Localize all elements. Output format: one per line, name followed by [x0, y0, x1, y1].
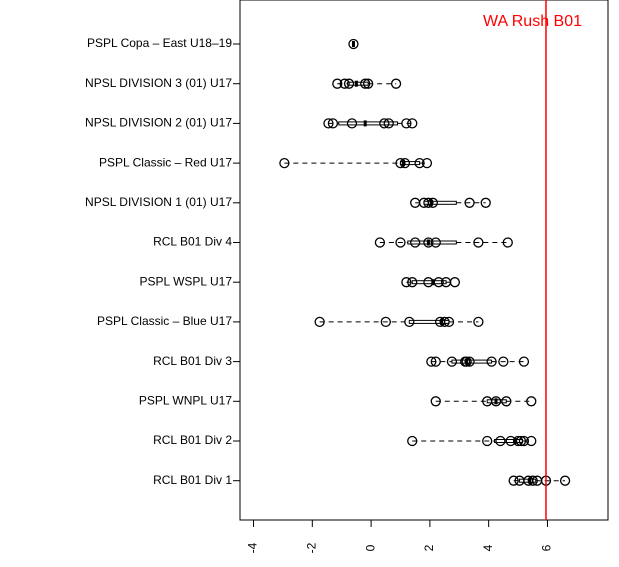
x-tick-label: -4: [246, 542, 260, 553]
point: [508, 475, 519, 486]
point: [518, 435, 530, 447]
point: [433, 277, 444, 288]
box: [338, 121, 399, 126]
point: [480, 197, 491, 208]
x-tick-label: 4: [481, 544, 495, 551]
point: [399, 157, 411, 169]
point: [473, 237, 484, 248]
point: [379, 118, 390, 129]
point: [490, 396, 502, 407]
point: [390, 78, 402, 89]
point: [423, 237, 434, 248]
point: [423, 197, 434, 208]
y-tick-label: RCL B01 Div 2: [153, 433, 232, 447]
point: [526, 396, 537, 407]
point: [498, 356, 509, 367]
plot-area: WA Rush B01: [279, 0, 582, 520]
point: [407, 118, 418, 129]
y-tick-label: PSPL WSPL U17: [140, 274, 233, 288]
point: [464, 356, 475, 367]
point: [430, 396, 441, 407]
point: [518, 356, 530, 367]
x-tick-label: 0: [363, 544, 377, 551]
point: [449, 277, 461, 288]
point: [421, 157, 433, 169]
point: [410, 237, 421, 248]
point: [502, 237, 513, 248]
point: [407, 277, 418, 288]
point: [495, 435, 506, 447]
point: [427, 197, 438, 208]
point: [461, 356, 472, 367]
y-tick-label: NPSL DIVISION 1 (01) U17: [85, 195, 232, 209]
point: [332, 78, 343, 89]
point: [505, 435, 516, 447]
point: [473, 316, 484, 328]
point: [343, 78, 355, 89]
box: [411, 280, 447, 285]
y-tick-label: PSPL Copa – East U18–19: [87, 36, 232, 50]
point: [360, 78, 371, 89]
y-tick-label: NPSL DIVISION 3 (01) U17: [85, 76, 232, 90]
point: [363, 78, 374, 89]
x-tick-label: 6: [540, 544, 554, 551]
point: [374, 237, 386, 248]
point: [443, 316, 455, 328]
point: [323, 118, 334, 129]
y-tick-label: PSPL Classic – Red U17: [99, 155, 232, 169]
point: [482, 435, 493, 447]
y-tick-label: PSPL Classic – Blue U17: [97, 314, 232, 328]
point: [346, 118, 358, 129]
point: [279, 157, 290, 169]
y-tick-label: RCL B01 Div 1: [153, 473, 232, 487]
point: [446, 356, 458, 367]
point: [395, 237, 406, 248]
point: [501, 396, 512, 407]
y-tick-label: PSPL WNPL U17: [139, 393, 232, 407]
point: [407, 435, 418, 447]
plot-frame: [239, 0, 609, 521]
x-tick-label: -2: [304, 542, 318, 553]
point: [430, 356, 441, 367]
point: [401, 118, 412, 129]
point: [486, 356, 497, 367]
point: [314, 316, 325, 328]
point: [515, 435, 527, 447]
box: [451, 359, 493, 364]
point: [430, 237, 441, 248]
y-tick-label: RCL B01 Div 3: [153, 354, 232, 368]
point: [339, 78, 350, 89]
point: [380, 316, 391, 328]
reference-label: WA Rush B01: [483, 13, 582, 30]
point: [414, 157, 425, 169]
point: [423, 277, 434, 288]
x-tick-label: 2: [422, 544, 436, 551]
point: [526, 435, 537, 447]
y-tick-label: RCL B01 Div 4: [153, 235, 232, 249]
box: [519, 478, 537, 483]
point: [327, 118, 339, 129]
point: [464, 197, 475, 208]
box: [407, 240, 457, 245]
point: [559, 475, 571, 486]
point: [348, 38, 359, 50]
point: [439, 316, 450, 328]
box: [494, 439, 523, 443]
point: [404, 316, 415, 328]
point: [383, 118, 394, 129]
point: [395, 157, 406, 169]
point: [401, 277, 412, 288]
point: [426, 356, 437, 367]
point: [512, 435, 524, 447]
y-tick-label: NPSL DIVISION 2 (01) U17: [85, 116, 232, 130]
point: [527, 475, 538, 486]
